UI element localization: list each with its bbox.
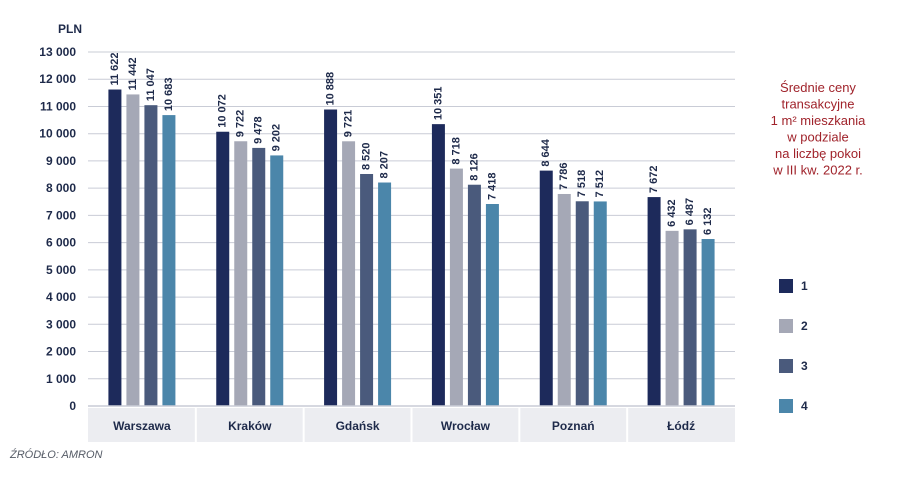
bar [593,201,607,406]
bar [324,109,338,406]
bar-value-label: 7 418 [486,172,498,200]
bar [126,94,140,406]
bar [683,229,697,406]
y-tick-label: 7 000 [46,208,76,222]
bar-value-label: 6 432 [666,199,678,227]
category-label: Gdańsk [336,419,380,433]
grid-lines [88,51,735,380]
legend-label: 1 [801,279,808,293]
y-axis-unit-label: PLN [58,22,82,36]
bar [557,193,571,406]
bar-value-label: 8 126 [468,153,480,181]
bar [449,168,463,406]
bar-value-label: 9 721 [343,110,355,138]
x-axis: Warszawa Kraków Gdańsk Wrocław Poznań Łódź [88,405,735,442]
bar [539,170,553,406]
y-tick-label: 9 000 [46,154,76,168]
y-tick-label: 3 000 [46,317,76,331]
category-label: Kraków [228,419,272,433]
bar [575,201,589,406]
legend-swatch [779,319,793,333]
y-tick-label: 2 000 [46,345,76,359]
bar [144,105,158,406]
y-tick-label: 11 000 [40,99,76,113]
chart-title-line: transakcyjne [782,97,855,112]
bar [378,182,392,406]
category-label: Warszawa [113,419,171,433]
bar-value-label: 9 202 [271,124,283,152]
bar-value-label: 11 047 [145,68,157,101]
bar [270,155,284,406]
bar [665,230,679,406]
legend-swatch [779,279,793,293]
bar-value-label: 6 132 [702,207,714,235]
value-labels: 11 622 11 442 11 047 10 683 10 072 9 722 9 478… [109,52,714,235]
legend-label: 2 [801,319,808,333]
bar-value-label: 8 644 [540,138,552,166]
bar [342,141,356,407]
bar-value-label: 7 786 [558,162,570,190]
chart-title-line: na liczbę pokoi [775,146,861,161]
bar [485,204,499,406]
bar [234,141,248,407]
bar-value-label: 11 442 [127,57,139,90]
bar [162,115,176,406]
category-label: Łódź [667,419,695,433]
bar-value-label: 10 351 [432,86,444,120]
bar-value-label: 11 622 [109,52,121,85]
legend-label: 3 [801,359,808,373]
legend-swatch [779,399,793,413]
bar-value-label: 9 478 [253,116,265,144]
chart-title-line: w podziale [786,130,848,145]
y-tick-label: 5 000 [46,263,76,277]
bar [701,239,715,406]
bar-value-label: 7 672 [648,166,660,194]
y-tick-label: 1 000 [46,372,76,386]
y-tick-label: 13 000 [39,45,76,59]
bar-value-label: 9 722 [235,110,247,138]
chart-title-line: w III kw. 2022 r. [772,163,863,178]
category-label: Wrocław [441,419,491,433]
y-axis-ticks: 0 1 000 2 000 3 000 4 000 5 000 6 000 7 000 8 00… [39,45,76,413]
bar-value-label: 8 520 [361,142,373,170]
bars [108,89,715,407]
bar-value-label: 8 207 [379,151,391,179]
bar [216,131,230,406]
bar-value-label: 6 487 [684,198,696,226]
bar [647,197,661,406]
bar-value-label: 10 888 [325,72,337,106]
y-tick-label: 0 [69,399,76,413]
bar [360,173,374,406]
bar-value-label: 7 512 [594,170,606,198]
legend-label: 4 [801,399,808,413]
bar-value-label: 8 718 [450,137,462,165]
bar-value-label: 10 683 [163,77,175,111]
y-tick-label: 6 000 [46,236,76,250]
legend: 1 2 3 4 [779,279,808,413]
chart-title-line: 1 m² mieszkania [771,113,866,128]
chart-title-line: Średnie ceny [780,80,856,95]
bar-value-label: 10 072 [217,94,229,128]
y-tick-label: 8 000 [46,181,76,195]
bar [108,89,122,407]
bar [467,184,481,406]
y-tick-label: 10 000 [39,127,76,141]
legend-swatch [779,359,793,373]
category-label: Poznań [552,419,595,433]
y-tick-label: 4 000 [46,290,76,304]
bar-value-label: 7 518 [576,170,588,198]
source-note: ŹRÓDŁO: AMRON [9,448,103,461]
bar [431,124,445,406]
bar [252,147,266,406]
y-tick-label: 12 000 [39,72,76,86]
